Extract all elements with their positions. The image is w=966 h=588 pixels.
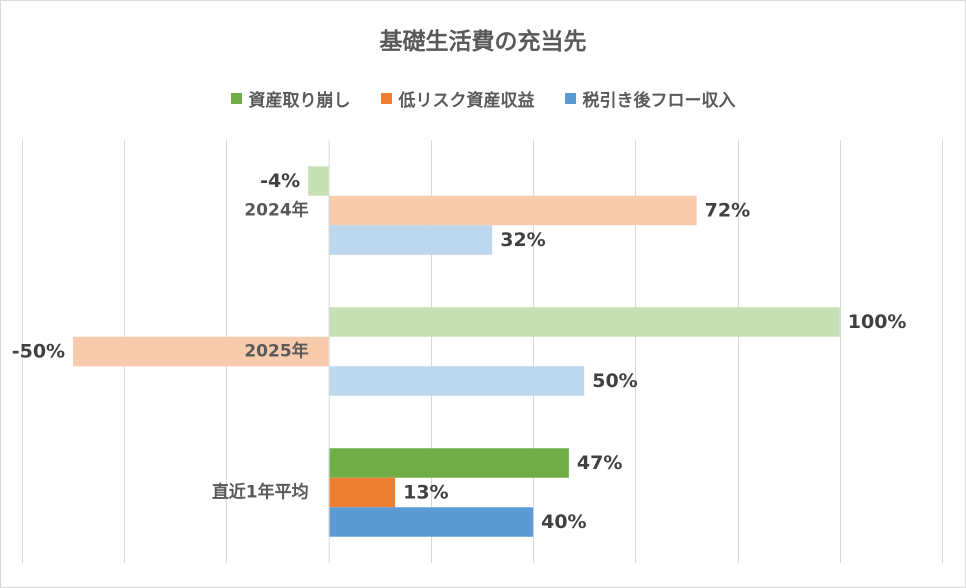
legend-swatch-low-risk-income: [380, 93, 392, 104]
legend-label-low-risk-income: 低リスク資産収益: [398, 91, 535, 111]
legend-label-drawdown: 資産取り崩し: [248, 91, 351, 111]
legend-label-flow-income: 税引き後フロー収入: [582, 91, 736, 111]
bar: [328, 366, 585, 396]
data-label: 50%: [592, 370, 637, 392]
legend-item-low-risk-income: 低リスク資産収益: [380, 86, 535, 111]
data-label: 40%: [541, 511, 586, 533]
legend-swatch-flow-income: [564, 93, 576, 104]
data-label: 47%: [577, 452, 622, 474]
data-label: 100%: [848, 311, 907, 333]
bar: [328, 477, 396, 508]
bar: [328, 448, 569, 478]
bar: [328, 225, 493, 255]
category-label: 2025年: [244, 341, 308, 362]
data-label: 32%: [500, 229, 545, 251]
legend-swatch-drawdown: [230, 93, 242, 104]
category-label: 直近1年平均: [212, 482, 309, 503]
category-label: 2024年: [244, 200, 308, 221]
bar: [328, 507, 534, 537]
bar: [73, 336, 329, 367]
legend-item-flow-income: 税引き後フロー収入: [564, 86, 736, 111]
data-label: -50%: [12, 341, 65, 363]
chart-legend: 資産取り崩し 低リスク資産収益 税引き後フロー収入: [0, 86, 966, 111]
bar: [308, 166, 329, 196]
data-label: 13%: [403, 482, 448, 504]
data-label: 72%: [705, 200, 750, 222]
legend-item-drawdown: 資産取り崩し: [230, 86, 351, 111]
bar: [328, 307, 840, 337]
chart-title: 基礎生活費の充当先: [379, 29, 587, 55]
data-label: -4%: [260, 170, 300, 192]
bar: [328, 195, 697, 226]
